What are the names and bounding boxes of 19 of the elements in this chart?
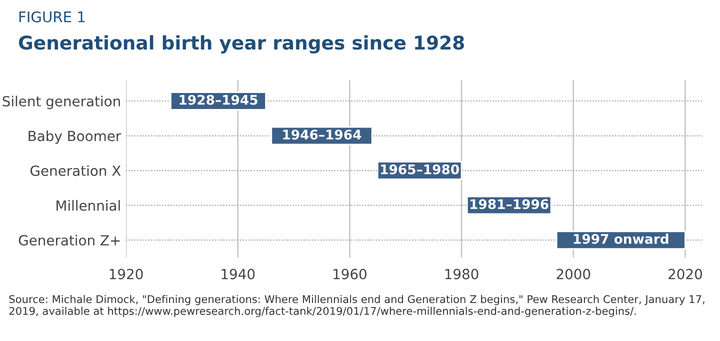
annotation: 1928–1945 [180, 94, 258, 105]
x-tick-label: 2020 [668, 268, 702, 280]
annotation: 1981–1996 [470, 199, 548, 210]
y-tick-label: Generation X [30, 165, 121, 176]
x-tick-label: 1980 [445, 268, 478, 280]
x-tick-label: 2000 [556, 268, 590, 280]
x-tick-label: 1920 [110, 268, 143, 280]
y-tick-label: Generation Z+ [18, 234, 120, 246]
y-tick-label: Silent generation [2, 96, 120, 110]
source-note: Source: Michale Dimock, "Defining generations: Where Millennials end and Generation Z begins," Pew Research Center, January 17, 2019, available at https://www.pewresearch.org/fact-tank/2019/01/17/where-millennials-end-and-generation-z-begins/. [9, 294, 704, 317]
annotation: 1965–1980 [381, 164, 459, 174]
chart-title: Generational birth year ranges since 1928 [18, 35, 464, 54]
x-tick-label: 1940 [222, 268, 255, 280]
annotation: 1997 onward [574, 234, 668, 244]
annotation: 1946–1964 [283, 130, 362, 140]
y-tick-label: Baby Boomer [28, 130, 122, 144]
y-tick-label: Millennial [56, 200, 120, 211]
x-tick-label: 1960 [334, 268, 366, 280]
caption: FIGURE 1 [19, 11, 85, 22]
